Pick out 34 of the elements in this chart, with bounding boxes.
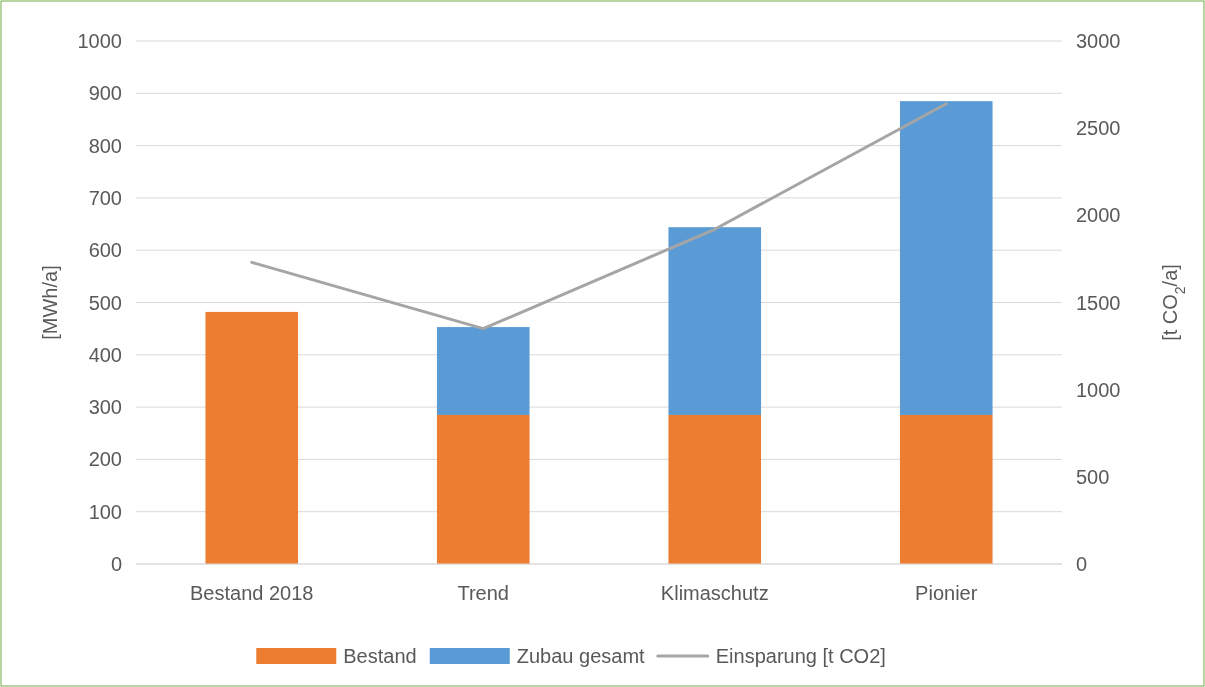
y-tick-label: 200 (88, 448, 122, 471)
bar (436, 327, 530, 415)
y2-tick-label: 1000 (1076, 378, 1121, 401)
y-tick-label: 900 (88, 82, 122, 105)
y2-tick-label: 3000 (1076, 30, 1121, 52)
y-tick-label: 700 (88, 186, 122, 209)
y2-tick-label: 1500 (1076, 291, 1121, 314)
y-tick-label: 300 (88, 396, 122, 419)
bar (668, 227, 762, 415)
y-tick-label: 500 (88, 291, 122, 314)
x-tick-label: Pionier (915, 582, 978, 604)
bar (436, 414, 530, 564)
bar (899, 101, 993, 415)
y2-tick-label: 2000 (1076, 204, 1121, 227)
y-axis-title: [MWh/a] (39, 265, 61, 340)
x-tick-label: Bestand 2018 (190, 582, 314, 604)
y2-tick-label: 500 (1076, 465, 1110, 488)
bar (205, 311, 299, 564)
legend-label: Einsparung [t CO2] (715, 645, 886, 667)
legend-label: Zubau gesamt (516, 645, 646, 667)
x-tick-label: Klimaschutz (660, 582, 769, 604)
y-tick-label: 1000 (77, 30, 122, 52)
y-tick-label: 400 (88, 343, 122, 366)
y-tick-label: 0 (110, 553, 122, 575)
line-series (250, 102, 948, 331)
y-tick-label: 800 (88, 134, 122, 157)
y2-tick-label: 2500 (1076, 117, 1121, 140)
y-tick-label: 600 (88, 239, 122, 262)
bar (668, 414, 762, 564)
bar (899, 414, 993, 564)
x-tick-label: Trend (457, 582, 510, 604)
y2-tick-label: 0 (1076, 553, 1088, 575)
legend-label: Bestand (343, 645, 417, 667)
y-tick-label: 100 (88, 500, 122, 523)
